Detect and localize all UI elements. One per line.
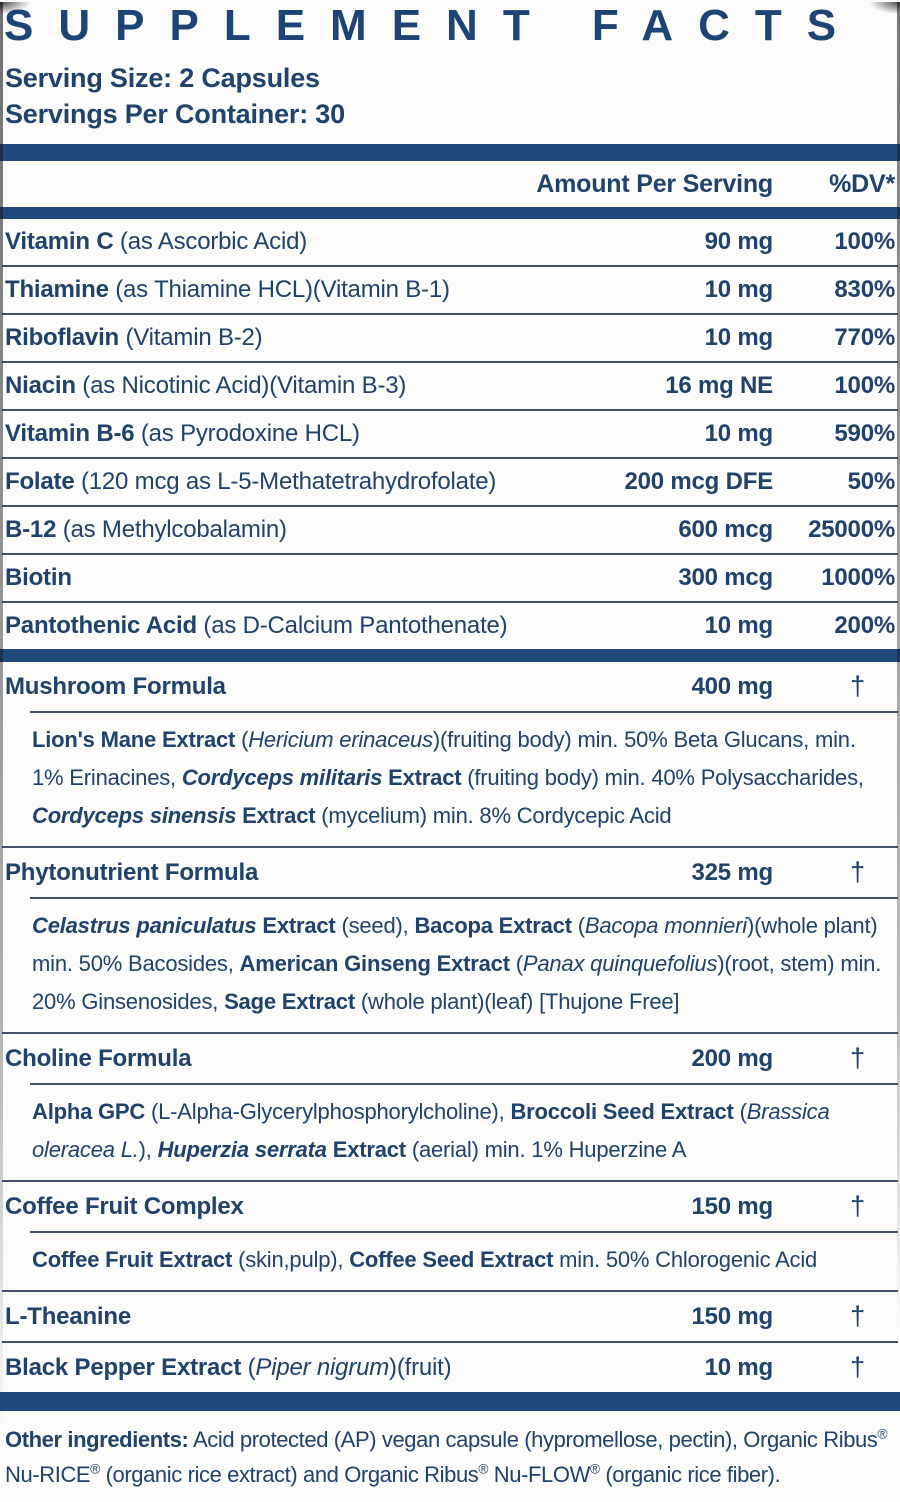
nutrient-amount: 10 mg — [704, 276, 774, 303]
nutrient-name: Vitamin C (as Ascorbic Acid) — [5, 228, 308, 255]
section-name: Coffee Fruit Complex — [5, 1192, 244, 1220]
nutrient-dv: 100% — [834, 228, 895, 255]
nutrient-dv: 770% — [834, 324, 895, 351]
divider-bar-top — [0, 144, 900, 161]
nutrient-dv: 1000% — [821, 564, 895, 591]
photo-edge-right — [897, 2, 900, 1332]
nutrient-row-thiamine: Thiamine (as Thiamine HCL)(Vitamin B-1) … — [2, 267, 898, 315]
nutrient-amount: 90 mg — [704, 228, 774, 255]
section-name: L-Theanine — [5, 1302, 132, 1330]
section-dv-dagger: † — [850, 1043, 865, 1073]
section-dv-dagger: † — [850, 857, 865, 887]
nutrient-row-b12: B-12 (as Methylcobalamin) 600 mcg 25000% — [2, 507, 898, 555]
section-name: Choline Formula — [5, 1044, 192, 1072]
nutrient-dv: 50% — [847, 468, 896, 495]
photo-edge-left — [0, 2, 3, 1432]
nutrient-name: Vitamin B-6 (as Pyrodoxine HCL) — [5, 420, 360, 447]
nutrient-row-niacin: Niacin (as Nicotinic Acid)(Vitamin B-3) … — [2, 363, 898, 411]
nutrient-amount: 16 mg NE — [665, 372, 773, 399]
nutrient-dv: 830% — [834, 276, 895, 303]
nutrient-amount: 300 mcg — [678, 564, 773, 591]
section-amount: 10 mg — [704, 1353, 774, 1381]
section-name: Black Pepper Extract (Piper nigrum)(frui… — [5, 1353, 452, 1381]
column-header-amount: Amount Per Serving — [536, 169, 773, 198]
nutrient-amount: 600 mcg — [678, 516, 773, 543]
photo-corner-top-left — [0, 2, 30, 14]
other-ingredients: Other ingredients: Acid protected (AP) v… — [5, 1426, 888, 1487]
nutrient-name: Niacin (as Nicotinic Acid)(Vitamin B-3) — [5, 372, 407, 399]
divider-bar-bottom — [0, 1392, 900, 1411]
nutrient-dv: 200% — [834, 612, 895, 639]
nutrient-row-biotin: Biotin 300 mcg 1000% — [2, 555, 898, 603]
section-dv-dagger: † — [850, 1301, 865, 1331]
section-amount: 200 mg — [691, 1044, 773, 1072]
nutrient-name: Thiamine (as Thiamine HCL)(Vitamin B-1) — [5, 276, 450, 303]
nutrient-name: Riboflavin (Vitamin B-2) — [5, 324, 263, 351]
section-phytonutrient-formula: Phytonutrient Formula 325 mg † Celastrus… — [2, 848, 898, 1034]
section-ingredients: Lion's Mane Extract (Hericium erinaceus)… — [30, 711, 898, 846]
nutrient-amount: 200 mcg DFE — [624, 468, 773, 495]
section-header-row: Black Pepper Extract (Piper nigrum)(frui… — [2, 1343, 898, 1392]
page-title: SUPPLEMENT FACTS — [4, 2, 862, 50]
column-header-dv: %DV* — [829, 169, 895, 198]
vitamins-table: Vitamin C (as Ascorbic Acid) 90 mg 100% … — [2, 219, 898, 649]
nutrient-row-pantothenic-acid: Pantothenic Acid (as D-Calcium Pantothen… — [2, 603, 898, 649]
serving-size: Serving Size: 2 Capsules — [5, 63, 320, 93]
section-amount: 150 mg — [691, 1192, 773, 1220]
section-dv-dagger: † — [850, 1352, 865, 1382]
section-header-row: Choline Formula 200 mg † — [2, 1034, 898, 1083]
section-black-pepper-extract: Black Pepper Extract (Piper nigrum)(frui… — [2, 1343, 898, 1392]
photo-corner-top-right — [870, 2, 900, 14]
servings-per-container: Servings Per Container: 30 — [5, 99, 345, 129]
nutrient-name: B-12 (as Methylcobalamin) — [5, 516, 287, 543]
nutrient-row-vitamin-b6: Vitamin B-6 (as Pyrodoxine HCL) 10 mg 59… — [2, 411, 898, 459]
nutrient-name: Biotin — [5, 564, 72, 591]
section-header-row: Phytonutrient Formula 325 mg † — [2, 848, 898, 897]
nutrient-dv: 25000% — [808, 516, 895, 543]
nutrient-dv: 100% — [834, 372, 895, 399]
section-coffee-fruit-complex: Coffee Fruit Complex 150 mg † Coffee Fru… — [2, 1182, 898, 1292]
section-mushroom-formula: Mushroom Formula 400 mg † Lion's Mane Ex… — [2, 662, 898, 848]
section-amount: 325 mg — [691, 858, 773, 886]
section-header-row: Mushroom Formula 400 mg † — [2, 662, 898, 711]
nutrient-dv: 590% — [834, 420, 895, 447]
section-dv-dagger: † — [850, 671, 865, 701]
nutrient-row-riboflavin: Riboflavin (Vitamin B-2) 10 mg 770% — [2, 315, 898, 363]
formula-sections: Mushroom Formula 400 mg † Lion's Mane Ex… — [2, 662, 898, 1392]
nutrient-amount: 10 mg — [704, 324, 774, 351]
section-header-row: L-Theanine 150 mg † — [2, 1292, 898, 1341]
section-ingredients: Alpha GPC (L-Alpha-Glycerylphosphorylcho… — [30, 1083, 898, 1180]
section-ingredients: Celastrus paniculatus Extract (seed), Ba… — [30, 897, 898, 1032]
nutrient-amount: 10 mg — [704, 612, 774, 639]
section-name: Mushroom Formula — [5, 672, 226, 700]
section-amount: 400 mg — [691, 672, 773, 700]
section-l-theanine: L-Theanine 150 mg † — [2, 1292, 898, 1343]
nutrient-name: Folate (120 mcg as L-5-Methatetrahydrofo… — [5, 468, 497, 495]
nutrient-name: Pantothenic Acid (as D-Calcium Pantothen… — [5, 612, 508, 639]
divider-bar-header — [0, 207, 900, 219]
nutrient-row-vitamin-c: Vitamin C (as Ascorbic Acid) 90 mg 100% — [2, 219, 898, 267]
nutrient-row-folate: Folate (120 mcg as L-5-Methatetrahydrofo… — [2, 459, 898, 507]
column-header-row: Amount Per Serving %DV* — [2, 161, 898, 207]
section-dv-dagger: † — [850, 1191, 865, 1221]
section-name: Phytonutrient Formula — [5, 858, 259, 886]
section-amount: 150 mg — [691, 1302, 773, 1330]
section-ingredients: Coffee Fruit Extract (skin,pulp), Coffee… — [30, 1231, 898, 1290]
divider-bar-mid — [0, 649, 900, 662]
section-header-row: Coffee Fruit Complex 150 mg † — [2, 1182, 898, 1231]
section-choline-formula: Choline Formula 200 mg † Alpha GPC (L-Al… — [2, 1034, 898, 1182]
nutrient-amount: 10 mg — [704, 420, 774, 447]
